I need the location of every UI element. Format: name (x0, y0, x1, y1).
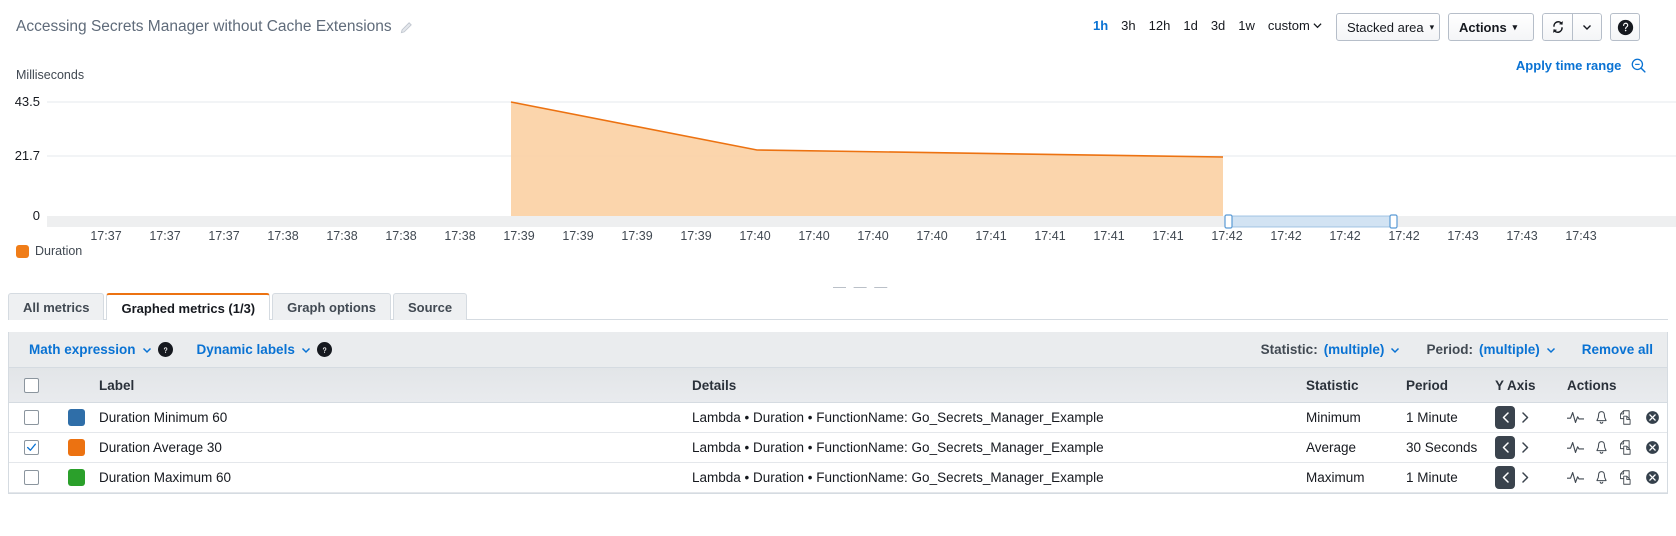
svg-text:17:39: 17:39 (621, 229, 652, 243)
svg-text:17:38: 17:38 (267, 229, 298, 243)
svg-text:17:39: 17:39 (503, 229, 534, 243)
svg-text:17:40: 17:40 (739, 229, 770, 243)
svg-text:17:39: 17:39 (562, 229, 593, 243)
svg-text:17:43: 17:43 (1447, 229, 1478, 243)
svg-text:21.7: 21.7 (15, 148, 40, 163)
svg-text:17:41: 17:41 (1152, 229, 1183, 243)
svg-text:17:42: 17:42 (1388, 229, 1419, 243)
svg-text:43.5: 43.5 (15, 94, 40, 109)
svg-text:17:37: 17:37 (90, 229, 121, 243)
svg-text:17:37: 17:37 (208, 229, 239, 243)
svg-text:17:42: 17:42 (1270, 229, 1301, 243)
svg-text:17:39: 17:39 (680, 229, 711, 243)
svg-text:17:42: 17:42 (1211, 229, 1242, 243)
svg-text:17:41: 17:41 (1034, 229, 1065, 243)
svg-text:17:37: 17:37 (149, 229, 180, 243)
svg-text:17:43: 17:43 (1506, 229, 1537, 243)
svg-text:0: 0 (33, 208, 40, 223)
svg-text:17:41: 17:41 (1093, 229, 1124, 243)
svg-text:17:40: 17:40 (916, 229, 947, 243)
svg-text:17:38: 17:38 (326, 229, 357, 243)
svg-text:17:41: 17:41 (975, 229, 1006, 243)
svg-text:17:40: 17:40 (857, 229, 888, 243)
svg-text:17:40: 17:40 (798, 229, 829, 243)
svg-text:17:38: 17:38 (444, 229, 475, 243)
svg-text:17:43: 17:43 (1565, 229, 1596, 243)
svg-text:17:38: 17:38 (385, 229, 416, 243)
svg-text:17:42: 17:42 (1329, 229, 1360, 243)
